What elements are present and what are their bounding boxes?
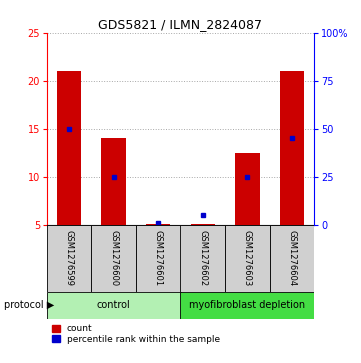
Bar [180,225,225,292]
Title: GDS5821 / ILMN_2824087: GDS5821 / ILMN_2824087 [99,19,262,32]
Text: GSM1276601: GSM1276601 [154,230,163,286]
Bar [146,224,170,225]
Text: GSM1276604: GSM1276604 [287,230,296,286]
Text: GSM1276603: GSM1276603 [243,230,252,286]
Bar [101,138,126,225]
Bar [57,71,82,225]
Legend: count, percentile rank within the sample: count, percentile rank within the sample [52,323,221,345]
Bar [136,225,180,292]
Text: GSM1276600: GSM1276600 [109,230,118,286]
Bar [180,292,314,319]
Bar [279,71,304,225]
Bar [270,225,314,292]
Bar [91,225,136,292]
Bar [235,153,260,225]
Text: myofibroblast depletion: myofibroblast depletion [189,300,305,310]
Bar [191,224,215,225]
Bar [225,225,270,292]
Bar [47,225,91,292]
Text: GSM1276602: GSM1276602 [198,230,207,286]
Text: control: control [97,300,131,310]
Text: GSM1276599: GSM1276599 [65,231,74,286]
Bar [47,292,180,319]
Text: protocol ▶: protocol ▶ [4,300,54,310]
